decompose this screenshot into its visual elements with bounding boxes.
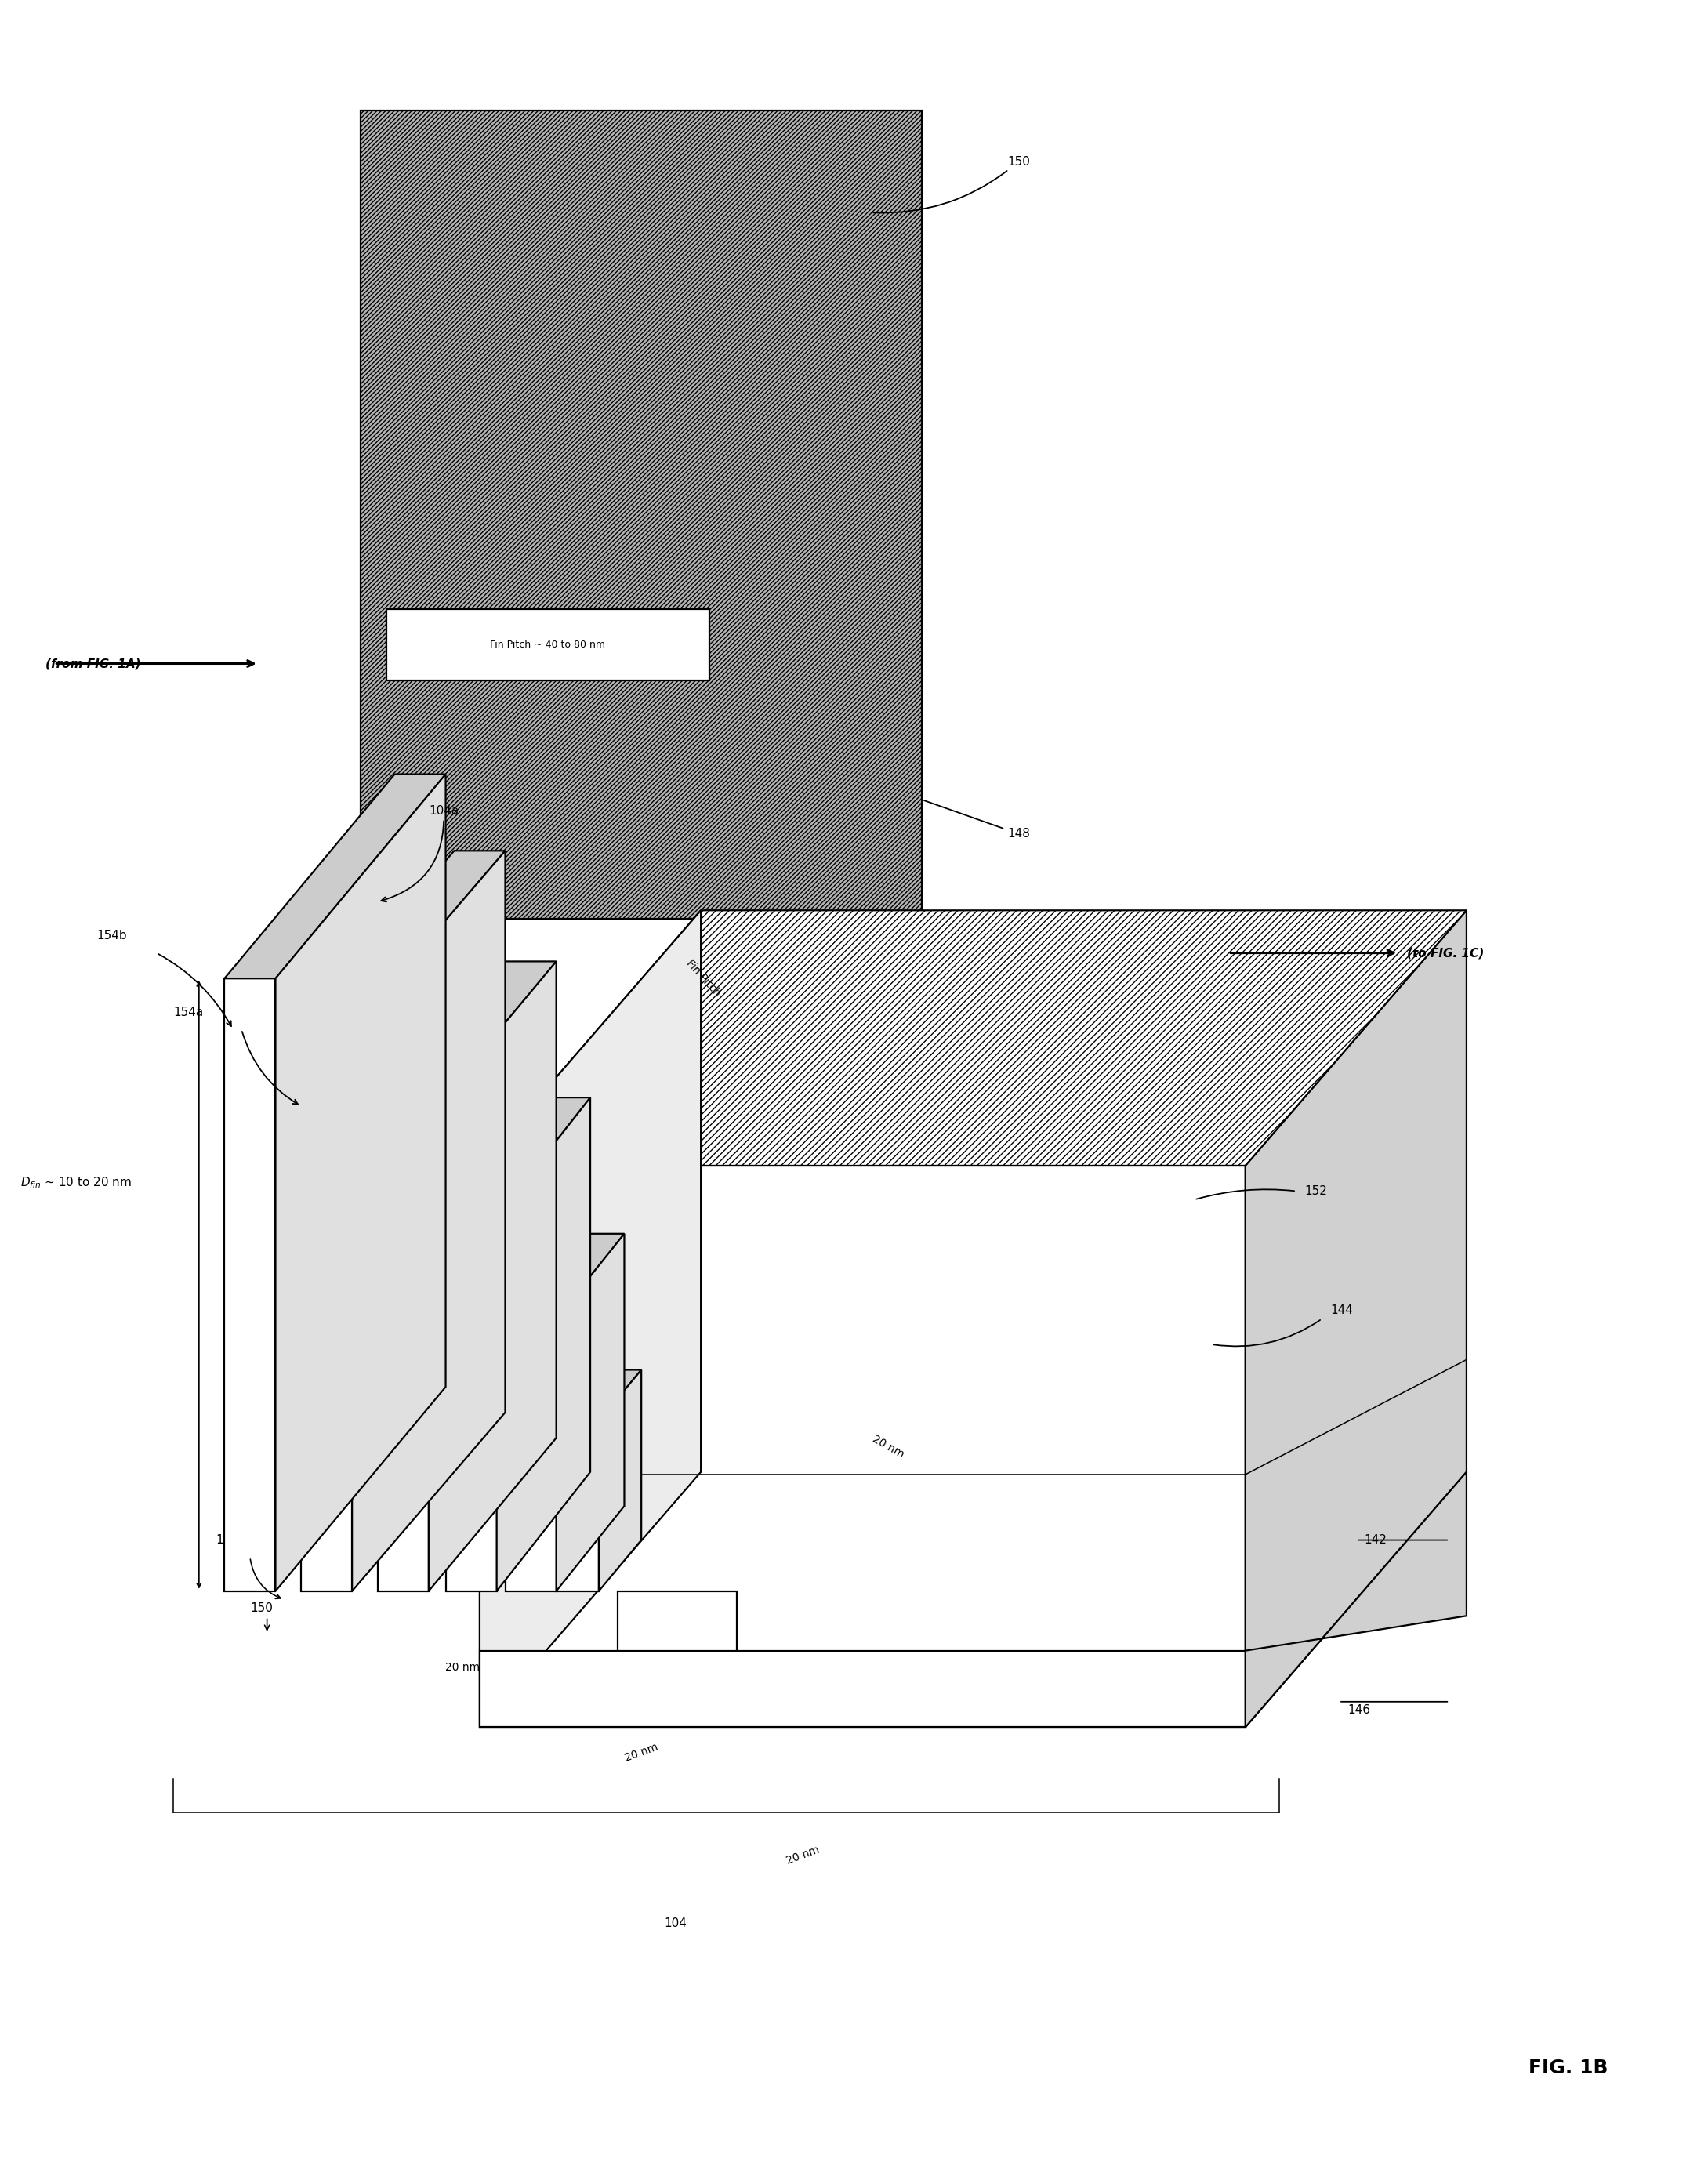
Text: Fin Pitch: Fin Pitch [683,958,722,1000]
Polygon shape [557,1369,640,1421]
Text: (to FIG. 1C): (to FIG. 1C) [1407,947,1484,958]
Bar [618,1591,736,1651]
Text: 104: 104 [664,1917,687,1930]
Polygon shape [506,1234,625,1319]
Polygon shape [275,774,446,1591]
Polygon shape [301,1030,352,1591]
Polygon shape [557,1234,625,1591]
Polygon shape [301,852,506,1030]
Polygon shape [480,910,1467,1165]
Polygon shape [352,852,506,1591]
Polygon shape [377,960,557,1115]
Text: (from FIG. 1A): (from FIG. 1A) [46,658,142,669]
Text: 148: 148 [215,1534,239,1545]
Polygon shape [1245,910,1467,1728]
Text: Fin Pitch ~ 40 to 80 nm: Fin Pitch ~ 40 to 80 nm [490,639,605,650]
Text: FIG. 1B: FIG. 1B [1529,2058,1609,2077]
Polygon shape [1245,1471,1467,1728]
Bar [386,608,709,680]
Text: 20 nm: 20 nm [786,1845,822,1867]
Text: 150: 150 [249,1602,273,1615]
Polygon shape [446,1097,591,1217]
Polygon shape [377,1115,429,1591]
Bar [360,111,922,919]
Text: 20 nm: 20 nm [446,1662,480,1673]
Polygon shape [480,910,700,1728]
Polygon shape [429,960,557,1591]
Polygon shape [224,774,446,978]
Text: 144: 144 [1331,1304,1353,1317]
Polygon shape [446,1217,497,1591]
Text: 152: 152 [1305,1184,1327,1197]
Polygon shape [600,1369,640,1591]
Text: 20 nm: 20 nm [623,1743,659,1764]
Text: 154b: 154b [97,930,126,941]
Text: 148: 148 [924,800,1030,839]
Polygon shape [506,1319,557,1591]
Polygon shape [224,978,275,1591]
Polygon shape [480,1651,1245,1728]
Polygon shape [480,1165,1245,1728]
Text: 146: 146 [1348,1704,1370,1717]
Polygon shape [497,1097,591,1591]
Text: 20 nm: 20 nm [871,1432,905,1460]
Text: $D_{fin}$ ~ 10 to 20 nm: $D_{fin}$ ~ 10 to 20 nm [20,1176,132,1191]
Text: 154a: 154a [174,1006,203,1019]
Polygon shape [557,1421,600,1591]
Text: 142: 142 [1365,1534,1387,1545]
Text: 104a: 104a [381,804,459,902]
Text: 150: 150 [873,156,1030,213]
